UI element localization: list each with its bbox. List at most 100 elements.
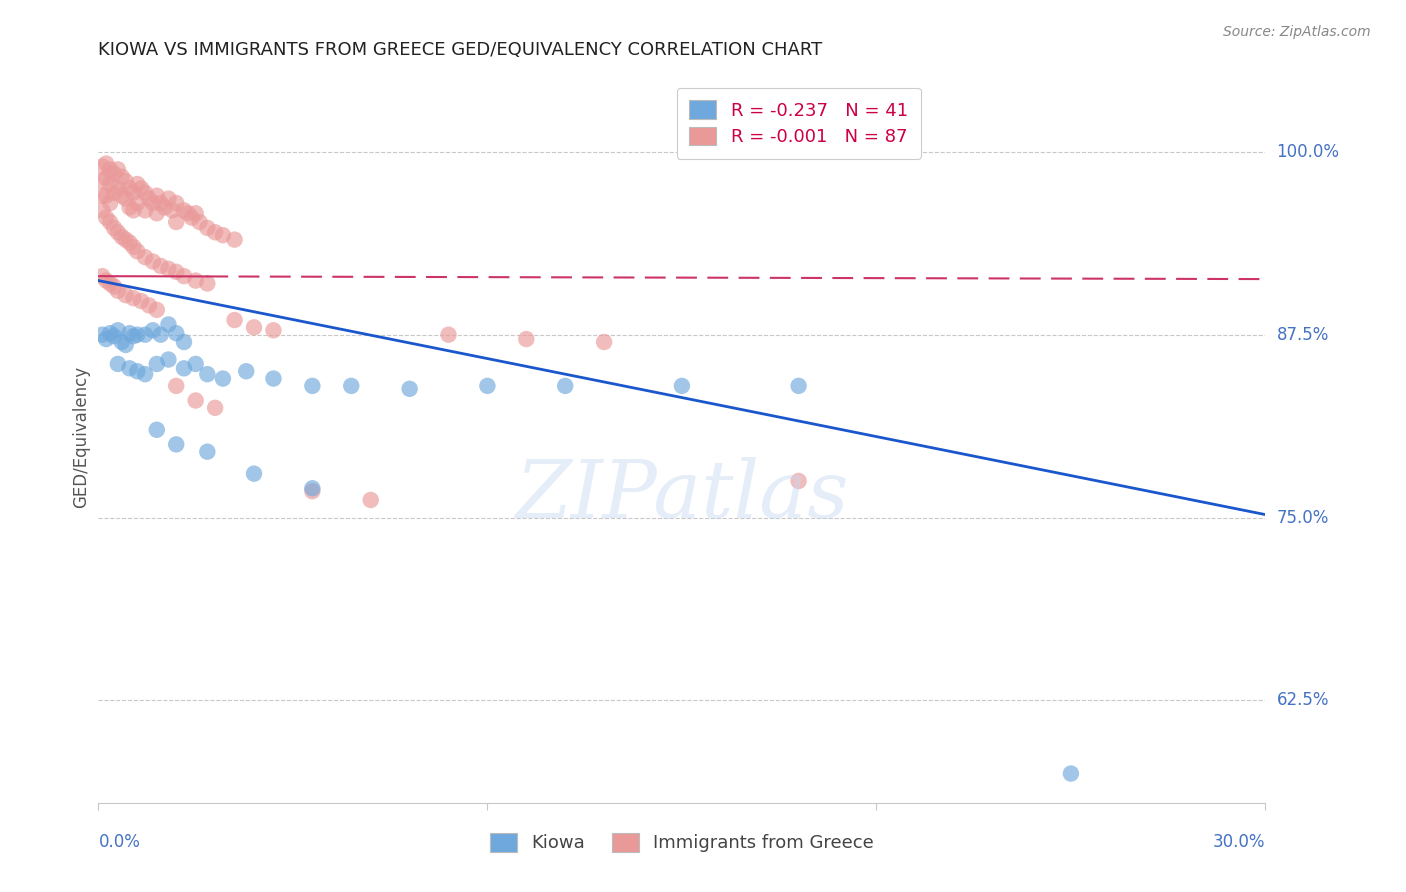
Point [301, 481, 323, 495]
Point [301, 379, 323, 393]
Point [122, 329, 145, 343]
Text: 62.5%: 62.5% [1277, 691, 1329, 709]
Point [91, 188, 114, 202]
Point [165, 215, 187, 229]
Point [98, 277, 121, 291]
Point [212, 228, 235, 243]
Point [184, 393, 207, 408]
Point [173, 334, 195, 349]
Point [157, 318, 180, 332]
Point [114, 192, 136, 206]
Point [114, 338, 136, 352]
Point [146, 423, 169, 437]
Point [173, 203, 195, 218]
Text: 87.5%: 87.5% [1277, 326, 1329, 343]
Point [134, 250, 156, 264]
Point [96, 188, 118, 202]
Point [118, 201, 141, 215]
Point [477, 379, 499, 393]
Y-axis label: GED/Equivalency: GED/Equivalency [72, 366, 90, 508]
Point [96, 171, 118, 186]
Point [98, 215, 121, 229]
Point [162, 203, 184, 218]
Point [184, 206, 207, 220]
Point [107, 284, 129, 298]
Point [184, 274, 207, 288]
Text: 0.0%: 0.0% [98, 833, 141, 851]
Text: 75.0%: 75.0% [1277, 508, 1329, 526]
Point [118, 235, 141, 250]
Point [96, 274, 118, 288]
Point [224, 313, 246, 327]
Text: KIOWA VS IMMIGRANTS FROM GREECE GED/EQUIVALENCY CORRELATION CHART: KIOWA VS IMMIGRANTS FROM GREECE GED/EQUI… [98, 41, 823, 59]
Point [787, 379, 810, 393]
Point [118, 181, 141, 195]
Point [107, 357, 129, 371]
Point [103, 167, 125, 181]
Point [173, 269, 195, 284]
Point [142, 196, 165, 211]
Point [103, 186, 125, 200]
Point [204, 401, 226, 415]
Point [134, 203, 156, 218]
Point [157, 261, 180, 276]
Point [122, 240, 145, 254]
Point [146, 357, 169, 371]
Point [224, 233, 246, 247]
Point [204, 225, 226, 239]
Text: ZIPatlas: ZIPatlas [515, 457, 849, 534]
Point [188, 215, 211, 229]
Point [243, 467, 266, 481]
Point [122, 186, 145, 200]
Text: Source: ZipAtlas.com: Source: ZipAtlas.com [1223, 25, 1371, 39]
Point [96, 332, 118, 346]
Point [184, 357, 207, 371]
Point [134, 367, 156, 381]
Point [103, 279, 125, 293]
Point [593, 334, 616, 349]
Point [146, 206, 169, 220]
Point [262, 323, 284, 337]
Point [165, 326, 187, 341]
Point [515, 332, 537, 346]
Point [127, 177, 149, 191]
Point [111, 229, 134, 244]
Point [142, 254, 165, 268]
Point [96, 156, 118, 170]
Point [165, 437, 187, 451]
Point [91, 174, 114, 188]
Point [360, 493, 382, 508]
Point [91, 203, 114, 218]
Point [103, 220, 125, 235]
Point [671, 379, 693, 393]
Point [98, 326, 121, 341]
Point [107, 225, 129, 239]
Point [177, 206, 200, 220]
Point [118, 326, 141, 341]
Point [195, 277, 218, 291]
Point [111, 169, 134, 184]
Point [554, 379, 576, 393]
Text: 100.0%: 100.0% [1277, 143, 1340, 161]
Point [243, 320, 266, 334]
Point [165, 196, 187, 211]
Point [165, 379, 187, 393]
Point [127, 196, 149, 211]
Text: 30.0%: 30.0% [1213, 833, 1265, 851]
Point [114, 174, 136, 188]
Point [129, 293, 152, 308]
Point [301, 484, 323, 499]
Point [114, 288, 136, 302]
Point [122, 203, 145, 218]
Point [149, 196, 172, 211]
Point [157, 352, 180, 367]
Point [173, 361, 195, 376]
Point [98, 177, 121, 191]
Point [149, 259, 172, 273]
Point [98, 162, 121, 177]
Point [134, 186, 156, 200]
Point [122, 291, 145, 305]
Point [134, 327, 156, 342]
Point [157, 192, 180, 206]
Point [235, 364, 257, 378]
